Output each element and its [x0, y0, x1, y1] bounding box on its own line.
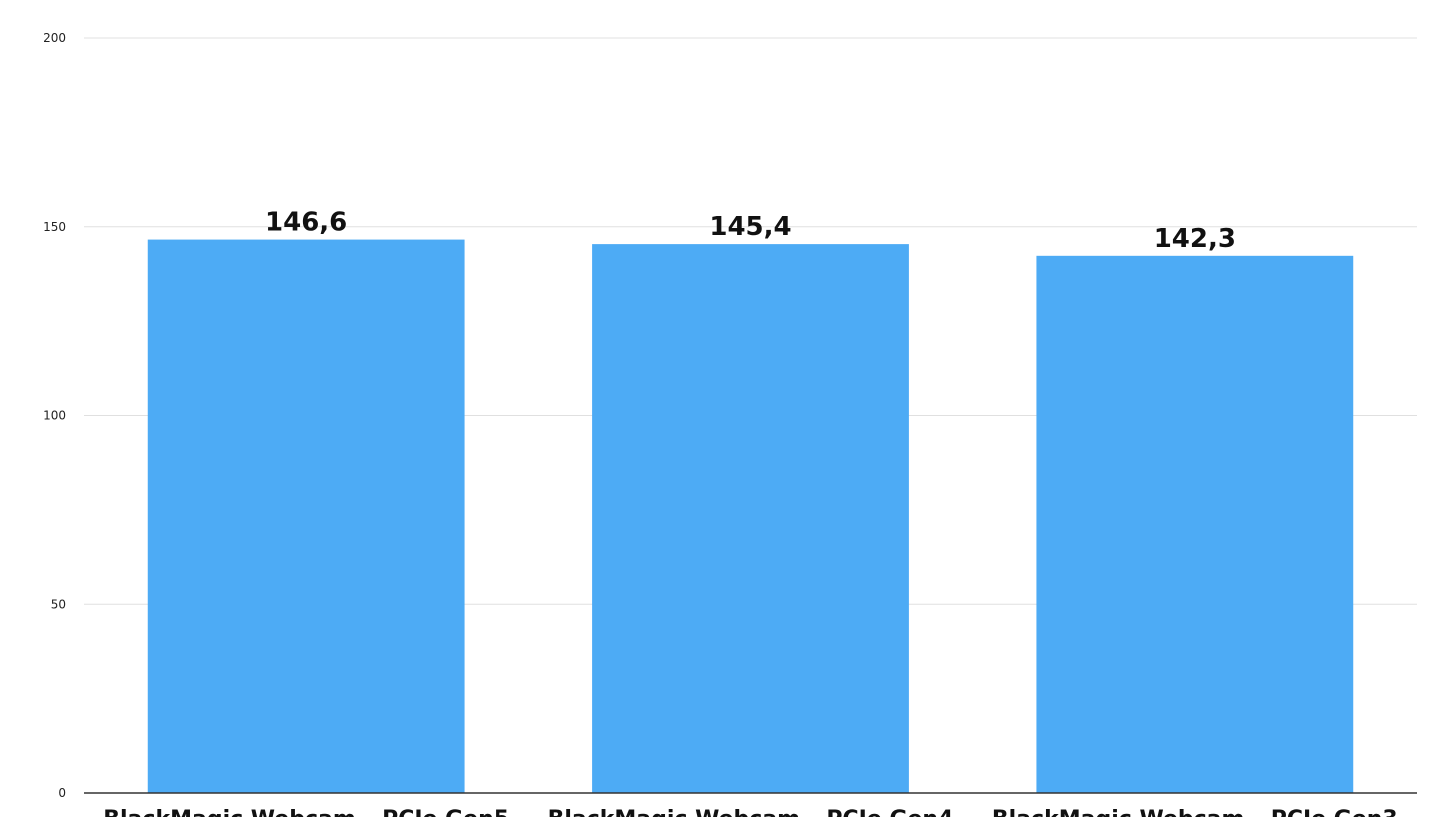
- x-axis-categories: BlackMagic Webcam – PCIe Gen5 BlackMagic …: [103, 807, 1397, 817]
- x-category-label: BlackMagic Webcam – PCIe Gen5: [103, 807, 509, 817]
- bar: [1036, 255, 1354, 793]
- y-tick-label: 150: [43, 220, 66, 234]
- bar: [147, 239, 465, 793]
- y-axis-ticks: 0 50 100 150 200: [43, 31, 66, 800]
- x-category-label: BlackMagic Webcam – PCIe Gen4: [548, 807, 954, 817]
- bar-value-label: 146,6: [265, 208, 347, 238]
- bar-value-label: 142,3: [1154, 224, 1236, 254]
- bars: [147, 239, 1354, 794]
- bar: [592, 244, 909, 794]
- y-tick-label: 200: [43, 31, 66, 45]
- x-category-label: BlackMagic Webcam – PCIe Gen3: [992, 807, 1398, 817]
- data-labels: 146,6 145,4 142,3: [265, 208, 1236, 254]
- bar-value-label: 145,4: [709, 212, 791, 242]
- y-tick-label: 50: [51, 597, 66, 611]
- y-tick-label: 0: [58, 786, 66, 800]
- y-tick-label: 100: [43, 409, 66, 423]
